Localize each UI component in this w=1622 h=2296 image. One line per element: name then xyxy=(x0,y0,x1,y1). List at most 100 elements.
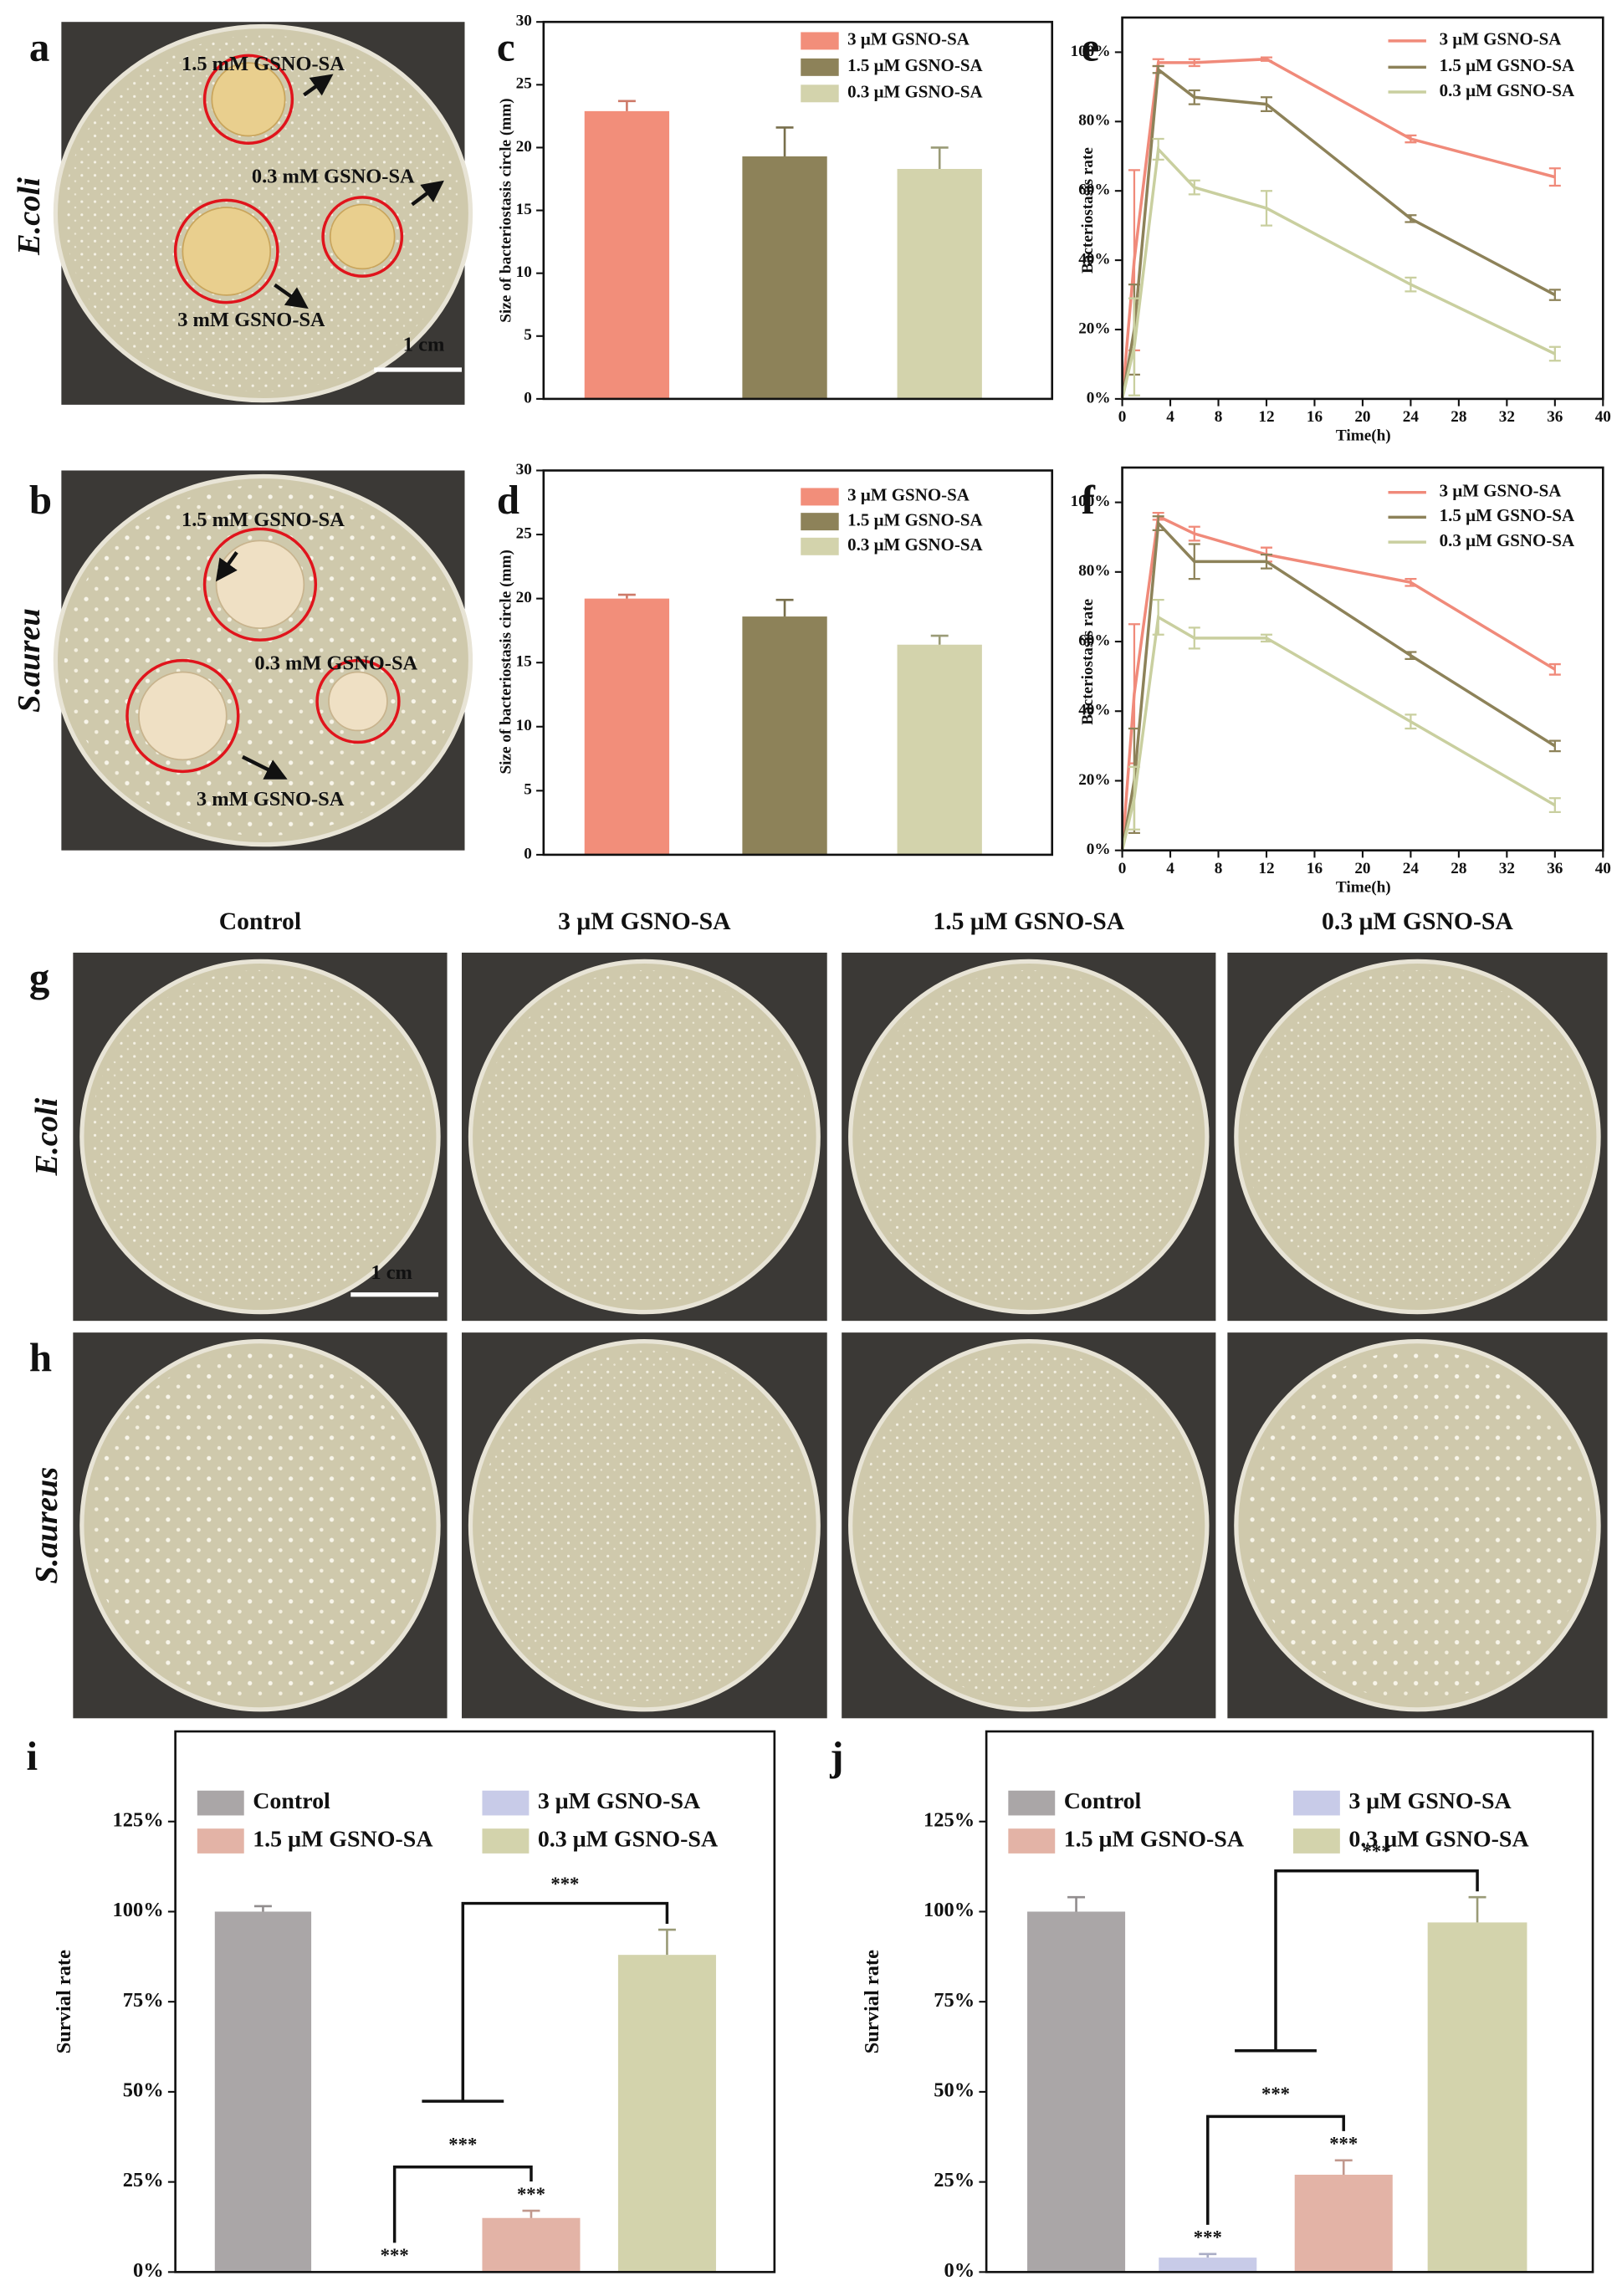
legend-label: 1.5 μM GSNO-SA xyxy=(1440,505,1574,525)
series-line xyxy=(1120,519,1556,851)
error-bar xyxy=(775,126,794,156)
arrow xyxy=(411,180,445,207)
x-tick-label: 36 xyxy=(1547,860,1563,877)
bar xyxy=(1294,2175,1393,2273)
error-bar xyxy=(1548,662,1561,676)
y-axis-title: Bacteriostasis rate xyxy=(1079,598,1097,724)
bar xyxy=(584,110,670,399)
significance-label: *** xyxy=(1363,1841,1391,1862)
chart-i: i Survial rate 0% 25% 50% 75% 100% 125% Control 3… xyxy=(26,1730,776,2282)
legend-label: 3 μM GSNO-SA xyxy=(1440,481,1562,501)
axes-frame xyxy=(542,469,1054,857)
gel xyxy=(328,671,388,732)
arrow xyxy=(274,283,309,309)
y-tick-label: 25% xyxy=(934,2169,975,2191)
y-tick-label: 40% xyxy=(1078,251,1110,268)
arrow xyxy=(215,551,238,582)
y-tick-label: 20 xyxy=(516,589,532,606)
dose-label: 1.5 mM GSNO-SA xyxy=(182,53,345,75)
bar xyxy=(1027,1911,1126,2273)
error-bar xyxy=(1188,626,1200,650)
dose-label: 3 mM GSNO-SA xyxy=(197,788,345,811)
error-bar xyxy=(1405,577,1417,587)
y-tick-label: 60% xyxy=(1078,182,1110,199)
column-header: Control xyxy=(219,908,301,935)
y-axis-title: Survial rate xyxy=(53,1950,75,2053)
x-tick-label: 40 xyxy=(1595,408,1611,426)
arrow xyxy=(303,74,334,97)
scale-label: 1 cm xyxy=(403,334,445,356)
error-bar xyxy=(1128,765,1140,831)
agar xyxy=(90,1350,430,1701)
y-tick-label: 25 xyxy=(516,75,532,93)
error-bar xyxy=(253,1905,272,1912)
series-line xyxy=(1120,66,1556,400)
error-bar xyxy=(1128,297,1140,396)
y-tick-label: 20% xyxy=(1078,320,1110,337)
agar xyxy=(478,969,810,1304)
error-bar xyxy=(1468,1895,1486,1923)
x-tick-label: 28 xyxy=(1451,408,1466,426)
y-tick-label: 80% xyxy=(1078,562,1110,580)
x-tick-label: 32 xyxy=(1499,408,1515,426)
series-line xyxy=(1120,57,1556,400)
legend-label: 3 μM GSNO-SA xyxy=(1348,1788,1511,1814)
dose-label: 0.3 mM GSNO-SA xyxy=(254,652,417,674)
legend-swatch xyxy=(197,1828,244,1854)
y-axis-title: Bacteriostasis rate xyxy=(1079,147,1097,274)
y-axis-title: Size of bacteriostasis circle (mm) xyxy=(498,550,515,774)
error-bar xyxy=(1261,56,1272,62)
legend-swatch xyxy=(801,488,839,506)
gel-zone xyxy=(321,196,404,278)
agar xyxy=(478,1350,810,1701)
panel-letter: i xyxy=(26,1733,38,1779)
y-tick-label: 5 xyxy=(524,326,532,344)
bar xyxy=(1159,2258,1257,2273)
panel-letter: h xyxy=(29,1334,52,1380)
legend-label: 3 μM GSNO-SA xyxy=(847,29,970,49)
bar xyxy=(742,156,827,399)
gel-zone xyxy=(202,527,318,642)
x-tick-label: 0 xyxy=(1118,860,1127,877)
error-bar xyxy=(1261,633,1272,643)
y-tick-label: 50% xyxy=(934,2079,975,2102)
error-bar xyxy=(1548,167,1561,187)
legend-swatch xyxy=(197,1790,244,1816)
legend-label: 0.3 μM GSNO-SA xyxy=(847,534,982,555)
bracket xyxy=(392,2165,533,2243)
axes-frame xyxy=(985,1730,1594,2273)
gel-zone xyxy=(315,658,401,744)
error-bar xyxy=(657,1928,676,1956)
chart-f: f Bacteriostasis rate 0% 20% 40% 60% 80% 100% 0 4… xyxy=(1071,466,1611,896)
legend-label: 1.5 μM GSNO-SA xyxy=(1064,1826,1244,1852)
bracket xyxy=(422,1901,669,2103)
legend-label: 3 μM GSNO-SA xyxy=(1440,29,1562,49)
gel-zone xyxy=(125,658,240,774)
x-tick-label: 8 xyxy=(1215,408,1223,426)
y-tick-label: 100% xyxy=(113,1899,164,1921)
y-tick-label: 10 xyxy=(516,263,532,281)
significance-label: *** xyxy=(381,2245,409,2266)
y-tick-label: 50% xyxy=(123,2079,164,2102)
series-line xyxy=(1120,615,1556,851)
agar xyxy=(859,1350,1199,1701)
significance-label: *** xyxy=(550,1874,579,1895)
x-tick-label: 12 xyxy=(1258,408,1274,426)
error-bar xyxy=(1152,64,1164,74)
gel-zone xyxy=(202,54,294,145)
y-tick-label: 20 xyxy=(516,138,532,156)
error-bar xyxy=(1188,543,1200,580)
dose-label: 1.5 mM GSNO-SA xyxy=(182,509,345,531)
error-bar xyxy=(1548,345,1561,362)
gel-zone xyxy=(173,198,279,304)
panel-letter: a xyxy=(29,23,49,69)
panel-letter: j xyxy=(829,1733,843,1779)
error-bar xyxy=(1199,2253,1217,2258)
legend-label: 0.3 μM GSNO-SA xyxy=(1440,530,1574,550)
series-line xyxy=(1120,146,1556,400)
legend-swatch xyxy=(1292,1790,1340,1816)
error-bar xyxy=(522,2209,540,2218)
error-bar xyxy=(617,100,636,111)
